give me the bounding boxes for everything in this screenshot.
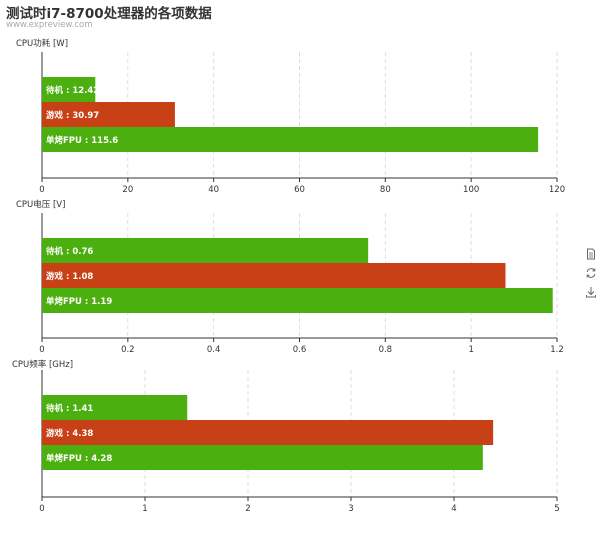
bar-label: 游戏 : 4.38 [46, 428, 93, 439]
x-tick-label: 4 [451, 504, 456, 514]
x-tick-label: 100 [463, 185, 479, 195]
x-tick-label: 5 [554, 504, 559, 514]
x-tick-label: 40 [208, 185, 219, 195]
chart-panel-2: CPU频率 [GHz] 0 1 2 3 4 5 待机 : 1.41 游戏 : 4.38 单烤FPU… [12, 359, 560, 514]
chart-panel-1: CPU电压 [V] 0 0.2 0.4 0.6 0.8 1 1.2 待机 : 0.76 游戏 : … [16, 199, 564, 355]
chart-toolbox [585, 248, 597, 305]
axis-name: CPU功耗 [W] [16, 38, 68, 49]
bar[interactable] [42, 238, 369, 263]
bar-label: 单烤FPU : 4.28 [46, 453, 112, 464]
x-tick-label: 80 [380, 185, 391, 195]
data-view-icon[interactable] [585, 248, 597, 260]
bar[interactable] [42, 127, 539, 152]
x-tick-label: 1.2 [550, 345, 564, 355]
axis-name: CPU电压 [V] [16, 199, 65, 210]
download-icon[interactable] [585, 286, 597, 298]
x-tick-label: 0 [39, 504, 44, 514]
x-tick-label: 0.6 [293, 345, 307, 355]
x-tick-label: 120 [549, 185, 565, 195]
axis-name: CPU频率 [GHz] [12, 359, 73, 370]
x-tick-label: 0 [39, 185, 44, 195]
x-tick-label: 0.8 [379, 345, 393, 355]
x-tick-label: 1 [468, 345, 473, 355]
x-tick-label: 2 [245, 504, 250, 514]
bar[interactable] [42, 288, 553, 313]
x-tick-label: 0.2 [121, 345, 135, 355]
x-tick-label: 3 [348, 504, 353, 514]
bar-label: 单烤FPU : 115.6 [46, 135, 118, 146]
chart-title: 测试时i7-8700处理器的各项数据 [6, 6, 212, 22]
bar-label: 待机 : 1.41 [45, 403, 93, 414]
bar[interactable] [42, 395, 188, 420]
restore-icon[interactable] [585, 267, 597, 279]
bar-label: 待机 : 0.76 [45, 246, 93, 257]
bar[interactable] [42, 77, 96, 102]
bar-label: 单烤FPU : 1.19 [46, 296, 112, 307]
chart-panel-0: CPU功耗 [W] 0 20 40 60 80 100 120 待机 : 12.42 游戏 : 3… [16, 38, 565, 195]
x-tick-label: 0.4 [207, 345, 221, 355]
chart-subtitle: www.expreview.com [6, 20, 93, 30]
bar-label: 游戏 : 30.97 [46, 110, 99, 121]
bar-label: 游戏 : 1.08 [46, 271, 93, 282]
x-tick-label: 0 [39, 345, 44, 355]
x-tick-label: 1 [142, 504, 147, 514]
bar[interactable] [42, 445, 483, 470]
x-tick-label: 20 [122, 185, 133, 195]
bar[interactable] [42, 263, 506, 288]
x-tick-label: 60 [294, 185, 305, 195]
bar-label: 待机 : 12.42 [45, 85, 99, 96]
bar[interactable] [42, 102, 175, 127]
bar[interactable] [42, 420, 494, 445]
